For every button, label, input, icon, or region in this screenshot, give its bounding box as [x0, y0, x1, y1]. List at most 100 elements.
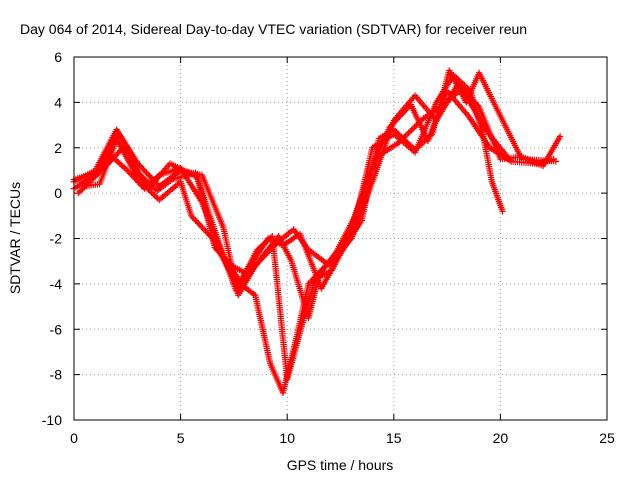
- data-point: [400, 109, 407, 116]
- data-point: [401, 136, 408, 144]
- data-point: [405, 140, 413, 148]
- data-point: [399, 135, 407, 142]
- data-point: [134, 169, 142, 176]
- x-tick-label: 5: [177, 430, 185, 446]
- data-point: [116, 147, 124, 154]
- data-point: [188, 212, 195, 220]
- x-tick-label: 15: [386, 430, 402, 446]
- data-point: [125, 168, 132, 176]
- data-point: [405, 129, 412, 137]
- data-point: [392, 127, 399, 135]
- data-point: [406, 128, 414, 135]
- data-point: [398, 133, 405, 141]
- data-point: [397, 112, 405, 119]
- y-axis-title: SDTVAR / TECUs: [7, 182, 23, 294]
- data-point: [407, 142, 414, 149]
- y-tick-label: 0: [54, 185, 62, 201]
- data-point: [195, 220, 202, 227]
- y-tick-label: -8: [50, 367, 63, 383]
- data-point: [128, 171, 135, 179]
- data-point: [138, 182, 145, 189]
- data-point: [132, 176, 140, 183]
- data-point: [552, 158, 560, 165]
- data-point: [199, 224, 206, 232]
- data-point: [390, 126, 397, 133]
- data-point: [146, 180, 153, 188]
- data-point: [389, 121, 396, 128]
- data-point: [75, 189, 82, 197]
- data-point: [408, 143, 416, 151]
- data-point: [396, 132, 404, 139]
- data-point: [189, 214, 196, 221]
- data-point: [124, 167, 131, 174]
- data-point: [145, 179, 152, 186]
- y-tick-label: -2: [50, 231, 63, 247]
- data-point: [402, 138, 410, 145]
- data-point: [139, 173, 146, 181]
- data-point: [411, 123, 418, 131]
- data-point: [148, 182, 155, 189]
- data-point: [154, 173, 161, 180]
- data-point: [556, 133, 564, 140]
- series-sat-d: [70, 87, 515, 383]
- data-point: [395, 130, 402, 138]
- x-tick-label: 0: [70, 430, 78, 446]
- data-point: [393, 116, 400, 123]
- data-point: [211, 244, 218, 251]
- data-point: [137, 163, 145, 170]
- data-point: [499, 208, 506, 215]
- y-tick-labels: -10 -8 -6 -4 -2 0 2 4 6: [42, 49, 62, 428]
- data-point: [306, 279, 314, 286]
- x-tick-labels: 0 5 10 15 20 25: [70, 430, 615, 446]
- data-point: [507, 158, 515, 165]
- y-tick-label: -4: [50, 276, 63, 292]
- data-point: [143, 177, 151, 185]
- data-point: [131, 174, 138, 182]
- data-point: [198, 223, 205, 230]
- data-point: [196, 221, 203, 229]
- data-point: [404, 139, 411, 146]
- data-point: [399, 110, 406, 117]
- plot-frame: [73, 56, 608, 421]
- x-tick-label: 20: [493, 430, 509, 446]
- data-point: [114, 150, 121, 157]
- data-point: [129, 173, 137, 180]
- data-point: [393, 129, 401, 136]
- data-point: [401, 107, 409, 114]
- data-point: [148, 189, 155, 196]
- data-point: [192, 217, 199, 224]
- data-point: [150, 184, 158, 192]
- data-point: [151, 192, 158, 199]
- y-tick-label: -6: [50, 321, 63, 337]
- data-point: [403, 131, 411, 138]
- data-point: [396, 113, 403, 120]
- data-point: [396, 138, 403, 145]
- data-point: [140, 166, 147, 173]
- data-point: [403, 105, 410, 113]
- data-point: [137, 172, 145, 179]
- y-tick-label: 2: [54, 140, 62, 156]
- data-point: [144, 171, 152, 178]
- data-point: [190, 215, 198, 223]
- data-point: [126, 170, 134, 177]
- data-point: [139, 164, 146, 172]
- data-point: [146, 172, 153, 179]
- y-tick-label: -10: [42, 412, 62, 428]
- data-point: [394, 115, 402, 122]
- data-point: [205, 230, 212, 238]
- data-point: [134, 177, 141, 185]
- series-sat-e: [81, 67, 560, 294]
- y-tick-label: 6: [54, 49, 62, 65]
- data-point: [136, 180, 144, 188]
- data-point: [408, 126, 415, 134]
- data-point: [149, 190, 157, 198]
- data-point: [140, 175, 148, 182]
- x-axis-title: GPS time / hours: [287, 457, 394, 473]
- data-point: [153, 193, 160, 201]
- data-point: [390, 119, 397, 126]
- data-point: [142, 176, 149, 183]
- data-point: [141, 167, 149, 175]
- data-point: [149, 183, 156, 190]
- y-tick-label: 4: [54, 94, 62, 110]
- data-point: [409, 125, 417, 132]
